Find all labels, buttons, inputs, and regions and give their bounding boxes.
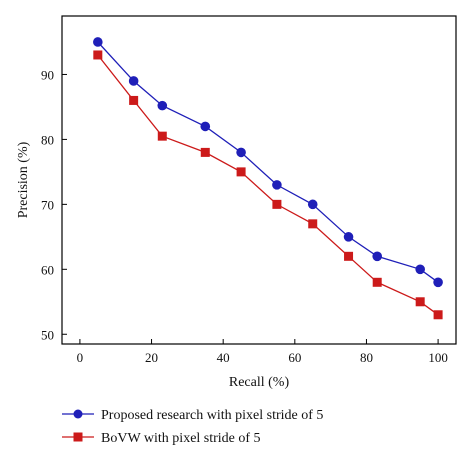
legend-label-bovw: BoVW with pixel stride of 5: [101, 431, 261, 446]
plot-frame: [61, 15, 457, 345]
x-axis-label: Recall (%): [229, 375, 290, 390]
x-tick-label: 20: [145, 350, 158, 365]
data-point-proposed: [236, 147, 246, 158]
y-tick-label: 90: [41, 67, 54, 82]
data-point-proposed: [343, 232, 354, 242]
data-point-bovw: [415, 297, 425, 307]
data-point-proposed: [200, 121, 211, 132]
x-axis-ticks: 0 20 40 60 80 100: [77, 339, 448, 365]
data-point-proposed: [433, 277, 443, 288]
legend-marker-proposed: [73, 409, 83, 419]
x-tick-label: 0: [77, 350, 84, 365]
legend: Proposed research with pixel stride of 5…: [62, 408, 323, 446]
data-point-proposed: [307, 199, 318, 210]
legend-item-bovw: BoVW with pixel stride of 5: [62, 431, 261, 446]
data-point-proposed: [272, 180, 282, 190]
x-tick-label: 80: [360, 350, 373, 365]
data-point-proposed: [157, 100, 168, 111]
series-layer: [93, 37, 443, 320]
y-axis-label: Precision (%): [16, 141, 31, 218]
y-tick-label: 50: [41, 327, 54, 342]
x-tick-label: 40: [217, 350, 230, 365]
legend-marker-bovw: [73, 432, 83, 442]
x-tick-label: 100: [428, 350, 448, 365]
data-point-bovw: [344, 251, 354, 261]
y-tick-label: 60: [41, 262, 54, 277]
data-point-bovw: [93, 50, 103, 60]
y-tick-label: 80: [41, 132, 54, 147]
data-point-bovw: [308, 219, 318, 229]
legend-label-proposed: Proposed research with pixel stride of 5: [101, 408, 323, 423]
x-tick-label: 60: [288, 350, 301, 365]
data-point-bovw: [433, 310, 443, 320]
data-point-proposed: [128, 76, 139, 86]
data-point-bovw: [236, 167, 246, 177]
data-point-bovw: [200, 147, 210, 157]
data-point-bovw: [157, 131, 167, 141]
data-point-proposed: [415, 264, 425, 275]
y-axis-ticks: 50 60 70 80 90: [41, 67, 67, 342]
data-point-bovw: [372, 277, 382, 287]
data-point-bovw: [272, 199, 282, 209]
y-tick-label: 70: [41, 197, 54, 212]
series-line-proposed: [97, 41, 439, 283]
legend-item-proposed: Proposed research with pixel stride of 5: [62, 408, 323, 423]
data-point-proposed: [372, 251, 383, 262]
data-point-bovw: [129, 95, 139, 105]
data-point-proposed: [93, 37, 103, 47]
